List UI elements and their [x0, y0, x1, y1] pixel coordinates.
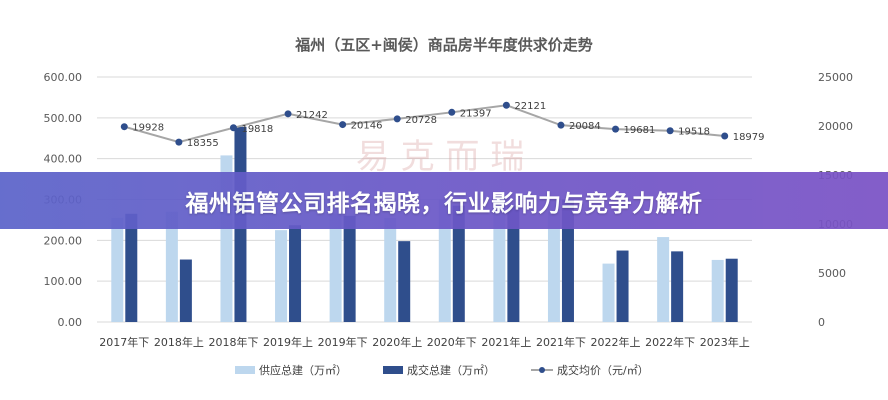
supply-bar [711, 259, 724, 322]
deal-bar [507, 205, 520, 322]
watermark: 易 克 而 瑞 [356, 137, 524, 177]
deal-bar [125, 213, 138, 322]
legend-label: 供应总建（万㎡） [259, 363, 347, 377]
deal-bar [671, 251, 684, 322]
x-tick-label: 2022年下 [645, 335, 695, 349]
supply-bar [165, 211, 178, 322]
chart-title: 福州（五区+闽侯）商品房半年度供求价走势 [294, 36, 593, 54]
price-marker [666, 127, 674, 135]
supply-bar [547, 199, 560, 322]
price-data-label: 21397 [460, 108, 492, 119]
price-marker [448, 108, 456, 116]
price-marker [393, 115, 401, 123]
price-marker [284, 110, 292, 118]
price-marker [612, 125, 620, 133]
price-marker [175, 138, 183, 146]
legend-label: 成交总建（万㎡） [407, 363, 495, 377]
legend: 供应总建（万㎡） 成交总建（万㎡） 成交均价（元/㎡） [235, 363, 649, 377]
x-tick-label: 2017年下 [99, 335, 149, 349]
price-line-path [124, 104, 725, 144]
supply-bar [438, 199, 451, 322]
legend-supply-swatch [235, 366, 255, 374]
price-data-label: 18979 [733, 132, 765, 143]
deal-bar [561, 199, 574, 322]
legend-deal-swatch [383, 366, 403, 374]
y-left-tick-label: 100.00 [44, 275, 83, 288]
headline-text: 福州铝管公司排名揭晓，行业影响力与竞争力解析 [185, 190, 703, 217]
bar-series [111, 126, 738, 322]
price-marker [229, 124, 237, 132]
y-right-tick-label: 25000 [818, 71, 853, 84]
x-tick-label: 2018年下 [208, 335, 258, 349]
x-tick-label: 2019年下 [318, 335, 368, 349]
deal-bar [725, 258, 738, 322]
price-data-label: 20728 [405, 115, 437, 126]
price-data-label: 21242 [296, 110, 328, 121]
y-right-tick-label: 0 [818, 316, 825, 329]
price-data-label: 20084 [569, 121, 601, 132]
price-line: 19928 18355 19818 21242 20146 20728 21397 22121… [120, 101, 765, 149]
deal-bar [179, 259, 192, 322]
price-data-label: 19818 [241, 124, 273, 135]
x-tick-label: 2021年上 [481, 335, 531, 349]
x-tick-label: 2023年上 [700, 335, 750, 349]
x-tick-label: 2019年上 [263, 335, 313, 349]
supply-bar [111, 217, 124, 322]
price-data-label: 22121 [514, 101, 546, 112]
headline-banner: 福州铝管公司排名揭晓，行业影响力与竞争力解析 [0, 172, 888, 229]
y-left-tick-label: 500.00 [44, 112, 83, 125]
price-marker [557, 121, 565, 129]
x-axis: 2017年下 2018年上 2018年下 2019年上 2019年下 2020年上 2020… [99, 335, 749, 349]
deal-bar [452, 205, 465, 322]
y-left-tick-label: 0.00 [58, 316, 83, 329]
x-tick-label: 2020年下 [427, 335, 477, 349]
y-left-tick-label: 400.00 [44, 153, 83, 166]
legend-label: 成交均价（元/㎡） [557, 363, 649, 377]
y-left-tick-label: 200.00 [44, 234, 83, 247]
x-tick-label: 2021年下 [536, 335, 586, 349]
y-left-tick-label: 600.00 [44, 71, 83, 84]
supply-bar [602, 263, 615, 322]
price-data-label: 19518 [678, 127, 710, 138]
legend-price-marker [539, 367, 545, 373]
deal-bar [343, 215, 356, 322]
price-marker [120, 123, 128, 131]
price-data-label: 20146 [351, 121, 383, 132]
y-right-tick-label: 20000 [818, 120, 853, 133]
deal-bar [616, 250, 629, 322]
x-tick-label: 2020年上 [372, 335, 422, 349]
price-marker [721, 132, 729, 140]
supply-bar [384, 217, 397, 322]
price-data-label: 18355 [187, 138, 219, 149]
y-right-tick-label: 5000 [818, 267, 846, 280]
x-tick-label: 2022年上 [591, 335, 641, 349]
price-marker [502, 101, 510, 109]
supply-bar [275, 230, 288, 322]
supply-bar [329, 213, 342, 322]
deal-bar [398, 241, 411, 322]
deal-bar [289, 225, 302, 322]
x-tick-label: 2018年上 [154, 335, 204, 349]
price-data-label: 19681 [624, 125, 656, 136]
price-marker [339, 121, 347, 129]
price-data-label: 19928 [132, 123, 164, 134]
supply-bar [657, 237, 670, 322]
